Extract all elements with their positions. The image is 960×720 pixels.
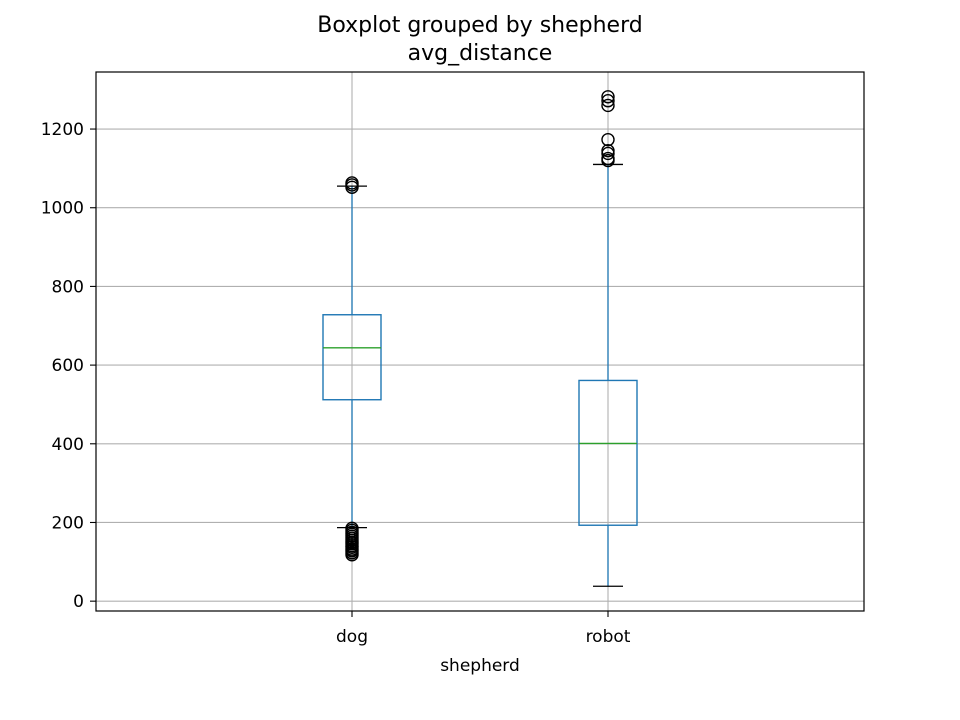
plot-frame: [95, 71, 865, 612]
box-iqr: [322, 314, 382, 401]
outlier-point: [601, 143, 615, 158]
outlier-point: [601, 94, 615, 108]
box-iqr: [578, 379, 638, 526]
y-tick-label: 0: [73, 592, 84, 612]
outlier-point: [345, 176, 359, 190]
outlier-point: [601, 132, 615, 147]
x-tick-label: dog: [336, 627, 368, 647]
outlier-point: [601, 98, 615, 113]
y-tick-label: 400: [52, 435, 84, 455]
outlier-point: [601, 151, 615, 166]
chart-title: Boxplot grouped by shepherd: [317, 13, 642, 38]
y-tick-label: 1000: [41, 199, 84, 219]
axis-ticks: 0 200 400 600 800 1000 1200 dog robot: [41, 120, 631, 647]
y-tick-label: 600: [52, 356, 84, 376]
chart-subtitle: avg_distance: [408, 41, 553, 66]
y-tick-label: 200: [52, 513, 84, 533]
x-axis-label: shepherd: [440, 656, 520, 676]
y-tick-label: 1200: [41, 120, 84, 140]
x-tick-label: robot: [586, 627, 631, 647]
boxes: [322, 90, 638, 587]
outlier-point: [345, 521, 359, 536]
y-tick-label: 800: [52, 277, 84, 297]
outlier-point: [601, 90, 615, 104]
grid: [96, 72, 864, 611]
